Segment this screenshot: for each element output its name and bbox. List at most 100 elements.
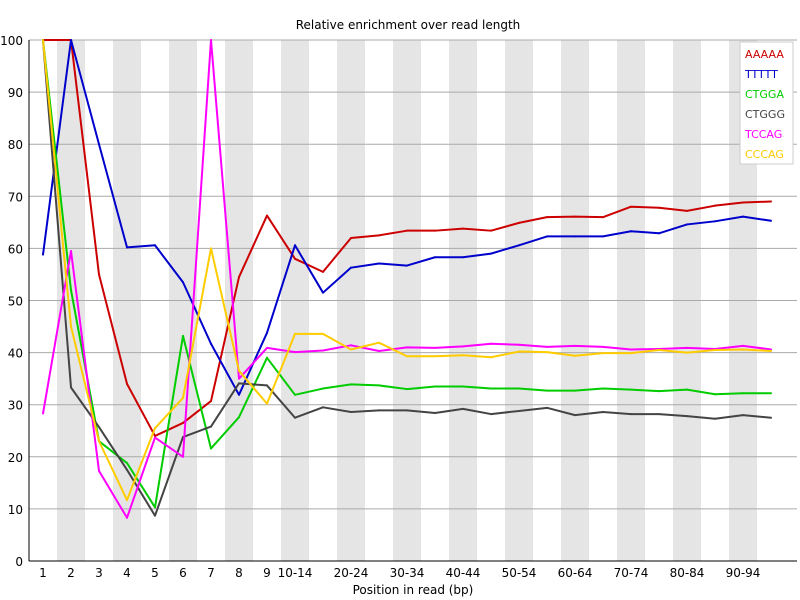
data-point [294, 257, 296, 260]
data-point [630, 205, 632, 208]
series-aaaaa [42, 39, 772, 437]
legend-box [739, 41, 794, 165]
x-tick-label: 3 [95, 566, 103, 580]
data-point [518, 244, 520, 247]
data-point [238, 377, 240, 380]
data-point [462, 354, 464, 357]
data-point [294, 332, 296, 335]
x-tick-label: 40-44 [446, 566, 481, 580]
x-tick-label: 50-54 [502, 566, 537, 580]
legend-entry: TTTTT [744, 68, 778, 81]
data-point [154, 514, 156, 517]
data-point [714, 348, 716, 351]
data-point [238, 382, 240, 385]
data-point [70, 386, 72, 389]
data-point [770, 350, 772, 353]
data-point [350, 344, 352, 347]
data-point [126, 468, 128, 471]
x-tick-label: 20-24 [334, 566, 369, 580]
y-axis-ticks: 0 10 20 30 40 50 60 70 80 90 100 [0, 34, 23, 569]
data-point [686, 415, 688, 418]
data-point [210, 247, 212, 250]
data-point [518, 343, 520, 346]
data-point [266, 331, 268, 334]
x-tick-label: 30-34 [390, 566, 425, 580]
data-point [154, 434, 156, 437]
data-point [350, 266, 352, 269]
data-point [266, 346, 268, 349]
data-point [742, 414, 744, 417]
data-point [462, 345, 464, 348]
x-tick-label: 10-14 [278, 566, 313, 580]
y-tick-label: 0 [15, 555, 23, 569]
y-tick-label: 100 [0, 34, 23, 48]
data-point [350, 383, 352, 386]
data-point [658, 348, 660, 351]
data-point [378, 234, 380, 237]
data-point [518, 387, 520, 390]
x-tick-label: 2 [67, 566, 75, 580]
data-point [70, 325, 72, 328]
x-tick-label: 90-94 [726, 566, 761, 580]
data-point [742, 392, 744, 395]
series-ctggg [42, 39, 772, 517]
data-point [154, 506, 156, 509]
data-point [350, 410, 352, 413]
x-tick-label: 8 [235, 566, 243, 580]
y-tick-label: 90 [8, 86, 23, 100]
legend-entry: CCCAG [745, 148, 784, 161]
data-point [490, 413, 492, 416]
data-point [518, 409, 520, 412]
data-point [658, 390, 660, 393]
x-tick-label: 7 [207, 566, 215, 580]
data-point [182, 396, 184, 399]
y-tick-label: 60 [8, 242, 23, 256]
data-point [602, 387, 604, 390]
data-point [322, 291, 324, 294]
data-point [238, 369, 240, 372]
data-point [350, 236, 352, 239]
data-point [434, 355, 436, 358]
y-tick-label: 70 [8, 190, 23, 204]
data-point [462, 385, 464, 388]
data-point [322, 270, 324, 273]
data-point [406, 346, 408, 349]
data-point [154, 244, 156, 247]
data-point [98, 426, 100, 429]
data-point [462, 407, 464, 410]
y-tick-label: 10 [8, 503, 23, 517]
x-tick-label: 80-84 [670, 566, 705, 580]
data-point [518, 221, 520, 224]
data-point [210, 447, 212, 450]
data-point [574, 215, 576, 218]
data-point [266, 402, 268, 405]
y-tick-label: 80 [8, 138, 23, 152]
data-point [70, 289, 72, 292]
data-point [658, 232, 660, 235]
data-point [686, 223, 688, 226]
data-point [714, 417, 716, 420]
data-point [574, 235, 576, 238]
data-point [686, 346, 688, 349]
data-point [686, 388, 688, 391]
data-point [70, 250, 72, 253]
data-point [294, 393, 296, 396]
x-tick-label: 6 [179, 566, 187, 580]
legend: AAAAA TTTTT CTGGA CTGGG TCCAG CCCAG [739, 41, 794, 165]
data-point [602, 235, 604, 238]
data-point [294, 351, 296, 354]
data-point [518, 350, 520, 353]
data-point [154, 436, 156, 439]
data-point [742, 215, 744, 218]
data-point [294, 244, 296, 247]
data-point [350, 348, 352, 351]
legend-entry: CTGGG [745, 108, 785, 121]
data-point [490, 252, 492, 255]
data-point [546, 351, 548, 354]
data-point [742, 344, 744, 347]
data-point [602, 352, 604, 355]
data-point [210, 425, 212, 428]
data-point [770, 392, 772, 395]
data-point [42, 412, 44, 415]
